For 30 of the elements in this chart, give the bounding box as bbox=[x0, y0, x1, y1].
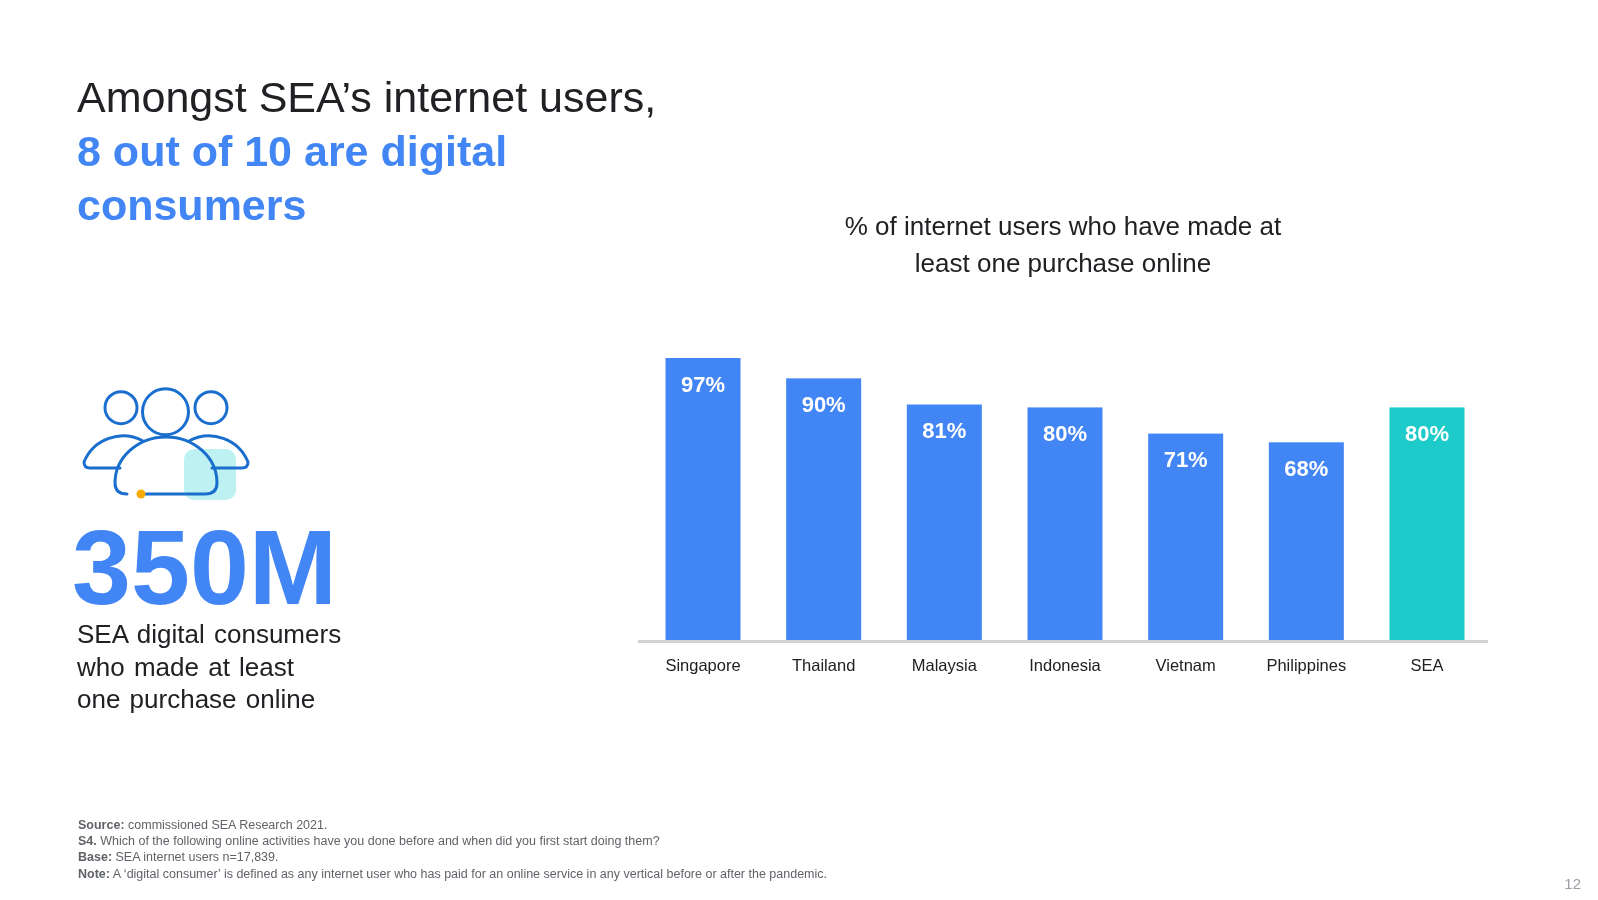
text: SEA digital consumers who made at least one purchase online bbox=[77, 618, 343, 716]
text: 8 out of 10 are digital consumers bbox=[77, 127, 508, 229]
data-label: 71% bbox=[1163, 447, 1208, 473]
bar bbox=[786, 378, 862, 640]
bar bbox=[1389, 407, 1465, 640]
source-note: Source: commissioned SEA Research 2021. bbox=[78, 817, 329, 834]
data-label: 68% bbox=[1284, 455, 1329, 481]
text: Note: A ‘digital consumer’ is defined as any internet user who has paid for an online service in any vertical before or after the pandemic. bbox=[78, 865, 828, 882]
chart-title: % of internet users who have made at least one purchase online bbox=[843, 210, 1283, 280]
data-label: 81% bbox=[922, 418, 967, 444]
x-tick-label: Malaysia bbox=[911, 656, 978, 674]
text: 12 bbox=[1563, 875, 1581, 892]
bar bbox=[1027, 407, 1103, 640]
data-label: 80% bbox=[1404, 420, 1450, 446]
x-tick-label: Indonesia bbox=[1029, 656, 1102, 674]
data-label: 80% bbox=[1042, 420, 1088, 446]
x-tick-label: Singapore bbox=[665, 656, 741, 674]
text: Base: SEA internet users n=17,839. bbox=[78, 849, 280, 866]
data-label: 97% bbox=[680, 371, 726, 397]
x-tick-label: Vietnam bbox=[1155, 656, 1216, 674]
x-tick-label: Thailand bbox=[792, 656, 856, 674]
text: Amongst SEA’s internet users, bbox=[77, 73, 657, 121]
x-tick-label: Philippines bbox=[1266, 656, 1347, 674]
bar bbox=[906, 404, 982, 640]
bar bbox=[1268, 442, 1344, 640]
text: S4. Which of the following online activities have you done before and when did you first start doing them? bbox=[78, 833, 661, 850]
data-label: 90% bbox=[801, 391, 846, 417]
bar bbox=[665, 358, 741, 640]
x-tick-label: SEA bbox=[1410, 656, 1444, 674]
bar bbox=[1148, 433, 1224, 640]
